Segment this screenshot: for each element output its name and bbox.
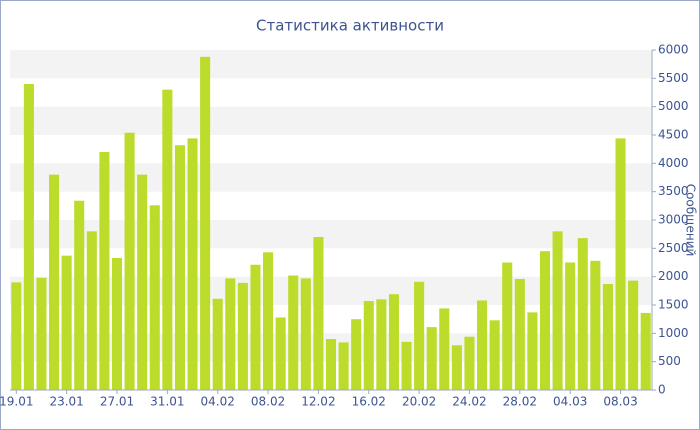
x-tick-label: 08.02 [251,395,285,409]
bar [11,282,22,390]
y-tick-label: 2000 [658,269,689,283]
bar [565,262,576,390]
bar [263,252,274,390]
bar [174,145,185,390]
bar [539,251,551,390]
x-tick-label: 31.01 [150,395,184,409]
bar [439,308,450,390]
bar [74,200,85,390]
grid-band [10,220,652,249]
bar [300,278,311,390]
bar [590,260,601,390]
y-tick-label: 500 [658,354,681,368]
bar [426,327,437,390]
bar [489,320,500,390]
y-tick-label: 5000 [658,99,689,113]
bar [388,294,399,390]
y-tick-label: 4500 [658,128,689,142]
bar [376,299,387,390]
x-tick-label: 08.03 [603,395,637,409]
x-tick-label: 12.02 [301,395,335,409]
grid-band [10,163,652,192]
bar [99,152,110,390]
bar [464,336,475,390]
bar [514,278,525,390]
bar [577,238,588,390]
x-tick-label: 27.01 [100,395,134,409]
x-tick-label: 28.02 [503,395,537,409]
y-tick-label: 5500 [658,71,689,85]
bar [288,275,299,390]
y-tick-label: 0 [658,383,666,397]
bar [137,174,148,390]
bar [363,301,374,390]
bar [451,345,462,390]
bar [36,277,47,390]
bar [149,205,160,390]
bar [401,341,412,390]
bar [61,255,72,390]
x-tick-label: 04.02 [201,395,235,409]
bar [49,174,60,390]
x-tick-label: 16.02 [352,395,386,409]
bar [187,138,198,390]
bar [325,339,337,390]
x-tick-label: 23.01 [49,395,83,409]
bar [502,262,513,390]
bar [124,132,135,390]
y-tick-label: 3500 [658,184,689,198]
bar [212,298,223,390]
bar [527,312,538,390]
bar [275,317,286,390]
bar [640,312,651,390]
y-axis-title: Сообщений [684,184,698,257]
y-tick-label: 1500 [658,298,689,312]
bar [615,138,626,390]
x-tick-label: 24.02 [452,395,486,409]
bar [351,319,362,390]
bar [602,284,613,390]
grid-band [10,106,652,135]
x-tick-label: 19.01 [0,395,33,409]
grid-band [10,50,652,79]
y-tick-label: 1000 [658,326,689,340]
bar [23,84,34,390]
bar [628,280,639,390]
y-tick-label: 4000 [658,156,689,170]
bar [313,237,324,390]
bar [414,281,425,390]
bar [552,231,563,390]
y-tick-label: 6000 [658,43,689,57]
bar [237,282,248,390]
bar [86,231,97,390]
y-tick-label: 3000 [658,213,689,227]
bar [477,300,488,390]
chart-title: Статистика активности [256,17,444,35]
bar [200,56,211,391]
bar [111,257,123,390]
bar [225,278,236,390]
y-tick-label: 2500 [658,241,689,255]
bar [338,342,349,390]
bar [162,89,173,391]
x-tick-label: 20.02 [402,395,436,409]
x-tick-label: 04.03 [553,395,587,409]
bar [250,264,261,390]
